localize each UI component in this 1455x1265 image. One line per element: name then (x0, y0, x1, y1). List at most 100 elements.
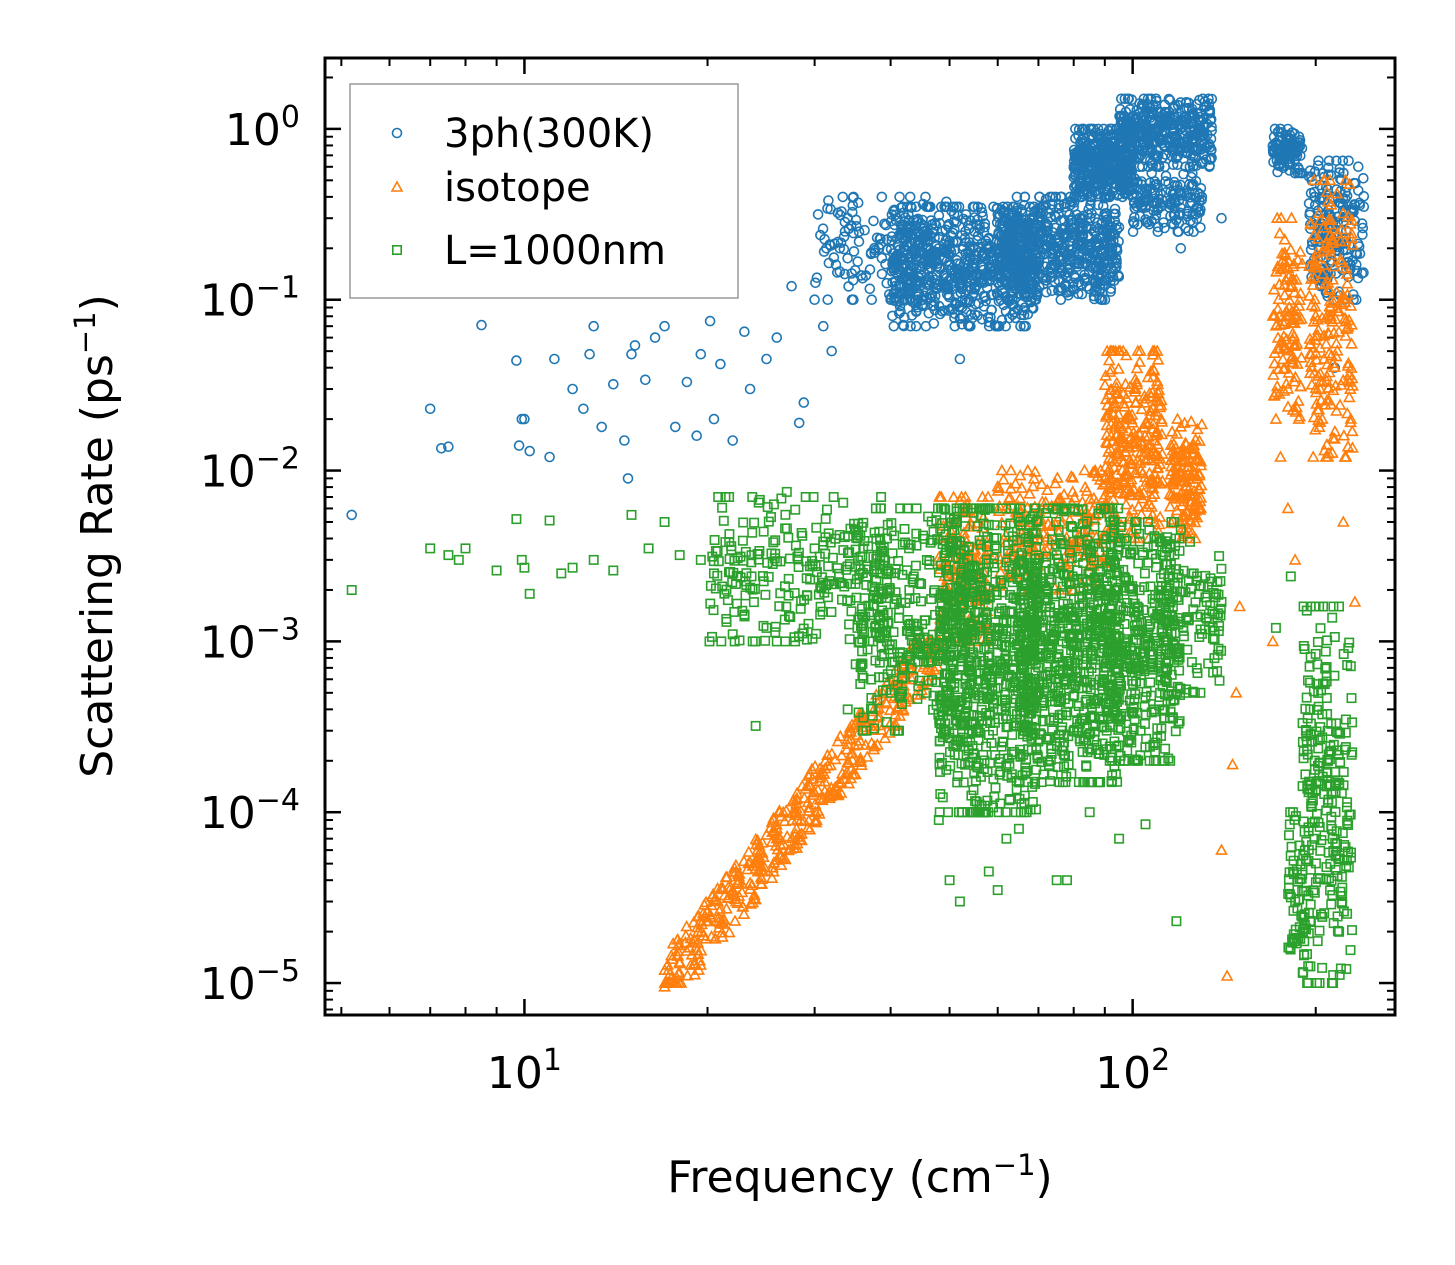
data-point (1273, 226, 1287, 239)
data-point (886, 265, 897, 277)
data-point (913, 287, 925, 299)
data-point (811, 272, 823, 284)
data-point (715, 358, 726, 370)
data-point (826, 606, 837, 617)
data-point (876, 191, 888, 203)
data-point (1049, 476, 1062, 489)
data-point (846, 606, 857, 617)
data-point (849, 264, 861, 276)
data-point (838, 231, 850, 243)
data-point (1105, 286, 1116, 297)
data-point (1229, 686, 1243, 698)
data-point (848, 246, 860, 257)
data-point (995, 463, 1009, 476)
data-point (859, 224, 870, 236)
data-point (836, 206, 847, 217)
data-point (906, 310, 918, 321)
data-point (1336, 515, 1350, 527)
data-point (626, 348, 637, 360)
data-point (1076, 288, 1088, 300)
data-point (954, 312, 966, 324)
data-point (1215, 843, 1228, 855)
data-point (629, 340, 641, 351)
data-point (976, 275, 988, 287)
data-point (1068, 490, 1081, 503)
data-point (848, 227, 859, 239)
data-point (1271, 302, 1285, 314)
data-point (886, 235, 898, 247)
data-point (826, 345, 838, 357)
data-point (524, 445, 536, 457)
data-point (977, 211, 989, 222)
data-point (954, 279, 966, 291)
data-point (831, 267, 843, 278)
data-point (1267, 368, 1280, 380)
data-point (708, 413, 720, 425)
data-point (1195, 417, 1209, 430)
data-point (851, 592, 862, 603)
data-point (997, 473, 1010, 485)
data-point (899, 523, 910, 534)
data-point (1216, 212, 1227, 224)
data-point (1293, 245, 1307, 257)
data-point (578, 403, 589, 415)
data-point (925, 288, 937, 300)
data-point (828, 252, 840, 263)
data-point (980, 295, 992, 307)
data-point (956, 318, 968, 330)
data-point (888, 204, 900, 216)
data-point (869, 247, 880, 259)
data-point (910, 320, 922, 332)
data-point (962, 220, 974, 231)
data-point (920, 191, 931, 203)
data-point (1345, 424, 1359, 437)
data-point (887, 310, 898, 322)
data-point (969, 283, 981, 295)
data-point (744, 383, 756, 395)
data-point (1269, 412, 1283, 424)
data-point (898, 274, 909, 285)
data-point (995, 294, 1007, 306)
data-point (973, 298, 984, 309)
data-point (963, 320, 975, 332)
data-point (1285, 211, 1298, 223)
data-point (1266, 634, 1280, 647)
data-point (981, 270, 993, 281)
data-point (549, 353, 560, 365)
data-point (639, 374, 651, 386)
data-point (876, 491, 887, 502)
data-point (817, 320, 829, 332)
data-point (960, 209, 972, 220)
data-point (905, 320, 916, 332)
data-point (649, 332, 661, 343)
data-point (951, 254, 963, 266)
data-point (932, 258, 943, 269)
data-point (823, 195, 834, 206)
data-point (887, 277, 898, 288)
data-point (838, 243, 850, 255)
data-point (721, 616, 732, 627)
data-point (844, 634, 855, 645)
data-point (990, 320, 1002, 332)
data-point (760, 635, 771, 646)
data-point (839, 268, 851, 280)
data-point (986, 304, 997, 316)
data-point (709, 534, 720, 545)
data-point (1195, 222, 1206, 233)
data-point (1184, 414, 1198, 427)
data-point (1220, 969, 1234, 981)
data-point (695, 348, 707, 360)
data-point (659, 320, 670, 332)
data-point (945, 265, 957, 276)
data-point (712, 570, 723, 581)
data-point (1358, 173, 1369, 184)
data-point (717, 502, 728, 513)
data-point (890, 215, 902, 226)
data-point (935, 201, 947, 213)
data-point (588, 320, 600, 332)
data-point (929, 274, 941, 286)
data-point (1012, 304, 1024, 315)
data-point (1233, 599, 1247, 612)
data-point (747, 527, 758, 538)
data-point (896, 224, 907, 236)
